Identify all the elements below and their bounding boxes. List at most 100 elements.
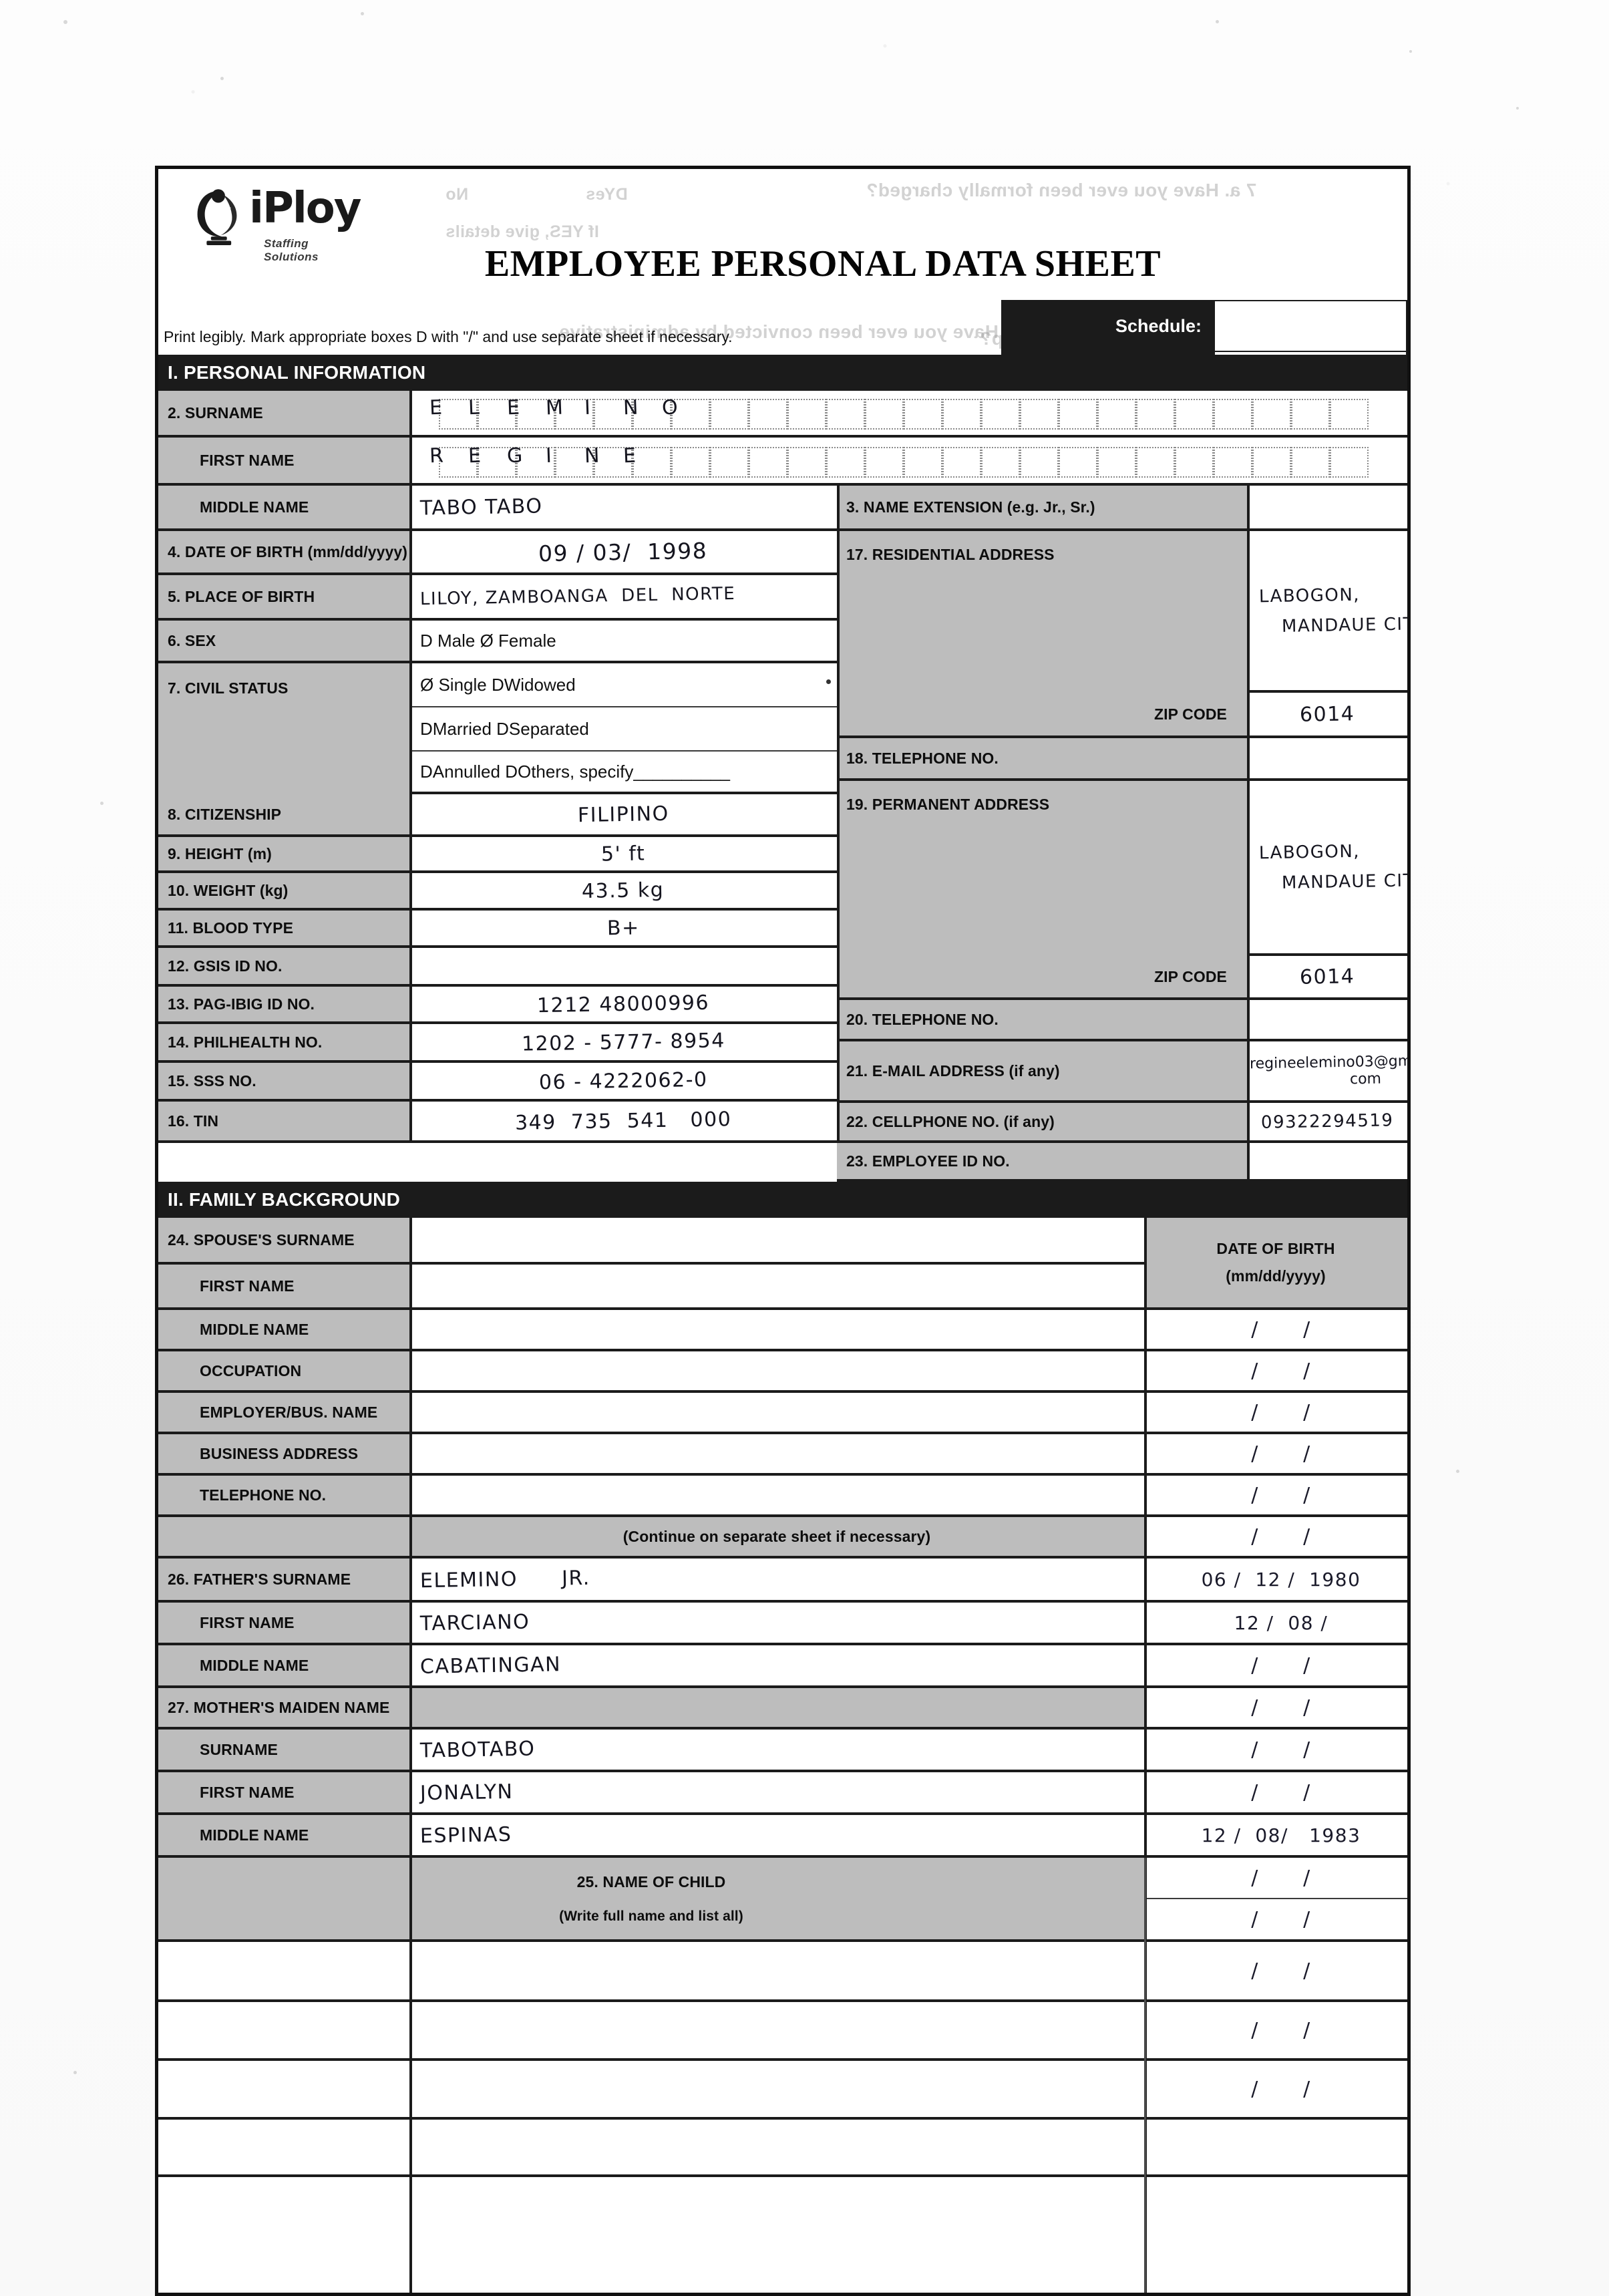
sss-value[interactable]: 06 - 4222062-0 bbox=[409, 1063, 837, 1102]
spouse-surname-value[interactable] bbox=[409, 1218, 1144, 1265]
child-row-dob[interactable]: / / bbox=[1144, 2002, 1407, 2061]
spouse-occupation-value[interactable] bbox=[409, 1351, 1144, 1393]
char-box[interactable] bbox=[671, 447, 710, 478]
citizenship-value[interactable]: FILIPINO bbox=[409, 794, 837, 837]
char-box[interactable] bbox=[981, 447, 1020, 478]
spouse-telephone-dob[interactable]: / / bbox=[1144, 1476, 1407, 1517]
char-box[interactable] bbox=[1252, 399, 1291, 430]
mother-header-dob[interactable]: / / bbox=[1144, 1688, 1407, 1730]
place-of-birth-value[interactable]: LILOY, ZAMBOANGA DEL NORTE bbox=[409, 575, 837, 621]
char-box[interactable] bbox=[826, 399, 865, 430]
char-box[interactable]: L bbox=[468, 396, 516, 430]
char-box[interactable] bbox=[826, 447, 865, 478]
residential-address-value[interactable]: LABOGON, MANDAUE CITY bbox=[1247, 531, 1407, 693]
char-box[interactable] bbox=[749, 399, 787, 430]
char-box[interactable] bbox=[981, 399, 1020, 430]
char-box[interactable] bbox=[1214, 399, 1252, 430]
spouse-employer-dob[interactable]: / / bbox=[1144, 1393, 1407, 1434]
surname-character-boxes[interactable]: E L E M I N O bbox=[429, 396, 1369, 430]
child-header-dob-1[interactable]: / / bbox=[1144, 1858, 1407, 1899]
mother-surname-value[interactable]: TABOTABO bbox=[409, 1730, 1144, 1772]
mother-first-name-dob[interactable]: / / bbox=[1144, 1772, 1407, 1815]
char-box[interactable] bbox=[1252, 447, 1291, 478]
char-box[interactable]: R bbox=[429, 444, 478, 478]
surname-value-row[interactable] bbox=[409, 391, 1407, 438]
mother-first-name-value[interactable]: JONALYN bbox=[409, 1772, 1144, 1815]
char-box[interactable] bbox=[1330, 447, 1369, 478]
height-value[interactable]: 5' ft bbox=[409, 837, 837, 873]
char-box[interactable] bbox=[904, 447, 942, 478]
char-box[interactable]: N bbox=[584, 444, 633, 478]
char-box[interactable] bbox=[1291, 399, 1330, 430]
permanent-zip-value[interactable]: 6014 bbox=[1247, 956, 1407, 1000]
middle-name-value[interactable]: TABO TABO bbox=[409, 486, 837, 531]
char-box[interactable]: I bbox=[545, 444, 594, 478]
char-box[interactable] bbox=[865, 447, 904, 478]
spouse-first-name-value[interactable] bbox=[409, 1265, 1144, 1310]
char-box[interactable] bbox=[1020, 399, 1059, 430]
email-value[interactable]: regineelemino03@gmail. com bbox=[1247, 1041, 1407, 1103]
spouse-middle-name-dob[interactable]: / / bbox=[1144, 1310, 1407, 1351]
mother-middle-name-dob[interactable]: 12 / 08/ 1983 bbox=[1144, 1815, 1407, 1858]
child-row-dob[interactable]: / / bbox=[1144, 2061, 1407, 2120]
first-name-value-row[interactable] bbox=[409, 438, 1407, 486]
child-row-value[interactable] bbox=[158, 2120, 1144, 2177]
pagibig-id-value[interactable]: 1212 48000996 bbox=[409, 987, 837, 1024]
char-box[interactable]: O bbox=[661, 396, 710, 430]
char-box[interactable]: E bbox=[622, 444, 671, 478]
char-box[interactable] bbox=[710, 447, 749, 478]
child-row-value[interactable] bbox=[158, 2002, 1144, 2061]
char-box[interactable]: E bbox=[506, 396, 555, 430]
civil-status-row-3[interactable]: DAnnulled DOthers, specify__________ bbox=[409, 752, 837, 794]
father-first-name-value[interactable]: TARCIANO bbox=[409, 1603, 1144, 1645]
child-row-dob[interactable]: / / bbox=[1144, 1942, 1407, 2002]
char-box[interactable] bbox=[1136, 447, 1175, 478]
father-middle-name-value[interactable]: CABATINGAN bbox=[409, 1645, 1144, 1688]
employee-id-value[interactable] bbox=[1247, 1143, 1407, 1182]
civil-status-row-1[interactable]: Ø Single DWidowed bbox=[409, 663, 837, 707]
mother-middle-name-value[interactable]: ESPINAS bbox=[409, 1815, 1144, 1858]
char-box[interactable] bbox=[865, 399, 904, 430]
char-box[interactable] bbox=[787, 447, 826, 478]
char-box[interactable] bbox=[1175, 447, 1214, 478]
char-box[interactable] bbox=[1097, 399, 1136, 430]
father-surname-dob[interactable]: 06 / 12 / 1980 bbox=[1144, 1559, 1407, 1603]
civil-status-row-2[interactable]: DMarried DSeparated bbox=[409, 707, 837, 752]
cellphone-value[interactable]: 09322294519 bbox=[1247, 1103, 1407, 1143]
char-box[interactable] bbox=[1059, 447, 1097, 478]
child-row-dob[interactable] bbox=[1144, 2177, 1407, 2293]
date-of-birth-value[interactable]: 09 / 03/ 1998 bbox=[409, 531, 837, 575]
mother-surname-dob[interactable]: / / bbox=[1144, 1730, 1407, 1772]
father-surname-value[interactable]: ELEMINO JR. bbox=[409, 1559, 1144, 1603]
char-box[interactable] bbox=[1136, 399, 1175, 430]
char-box[interactable] bbox=[749, 447, 787, 478]
father-first-name-dob[interactable]: 12 / 08 / bbox=[1144, 1603, 1407, 1645]
spouse-occupation-dob[interactable]: / / bbox=[1144, 1351, 1407, 1393]
char-box[interactable] bbox=[1291, 447, 1330, 478]
spouse-business-address-value[interactable] bbox=[409, 1434, 1144, 1476]
blood-type-value[interactable]: B+ bbox=[409, 911, 837, 948]
telephone-18-value[interactable] bbox=[1247, 738, 1407, 781]
char-box[interactable] bbox=[942, 399, 981, 430]
char-box[interactable] bbox=[1330, 399, 1369, 430]
char-box[interactable] bbox=[904, 399, 942, 430]
char-box[interactable] bbox=[787, 399, 826, 430]
char-box[interactable] bbox=[1059, 399, 1097, 430]
char-box[interactable]: G bbox=[506, 444, 555, 478]
child-header-dob-2[interactable]: / / bbox=[1144, 1899, 1407, 1942]
first-name-character-boxes[interactable]: R E G I N E bbox=[429, 444, 1369, 478]
spouse-telephone-value[interactable] bbox=[409, 1476, 1144, 1517]
char-box[interactable]: N bbox=[622, 396, 671, 430]
char-box[interactable]: M bbox=[545, 396, 594, 430]
schedule-input[interactable] bbox=[1214, 300, 1407, 352]
permanent-address-value[interactable]: LABOGON, MANDAUE CITY bbox=[1247, 781, 1407, 956]
philhealth-value[interactable]: 1202 - 5777- 8954 bbox=[409, 1024, 837, 1063]
residential-zip-value[interactable]: 6014 bbox=[1247, 693, 1407, 738]
char-box[interactable]: E bbox=[468, 444, 516, 478]
char-box[interactable] bbox=[942, 447, 981, 478]
telephone-20-value[interactable] bbox=[1247, 1000, 1407, 1041]
char-box[interactable] bbox=[1020, 447, 1059, 478]
spouse-business-address-dob[interactable]: / / bbox=[1144, 1434, 1407, 1476]
char-box[interactable] bbox=[1097, 447, 1136, 478]
char-box[interactable] bbox=[1175, 399, 1214, 430]
